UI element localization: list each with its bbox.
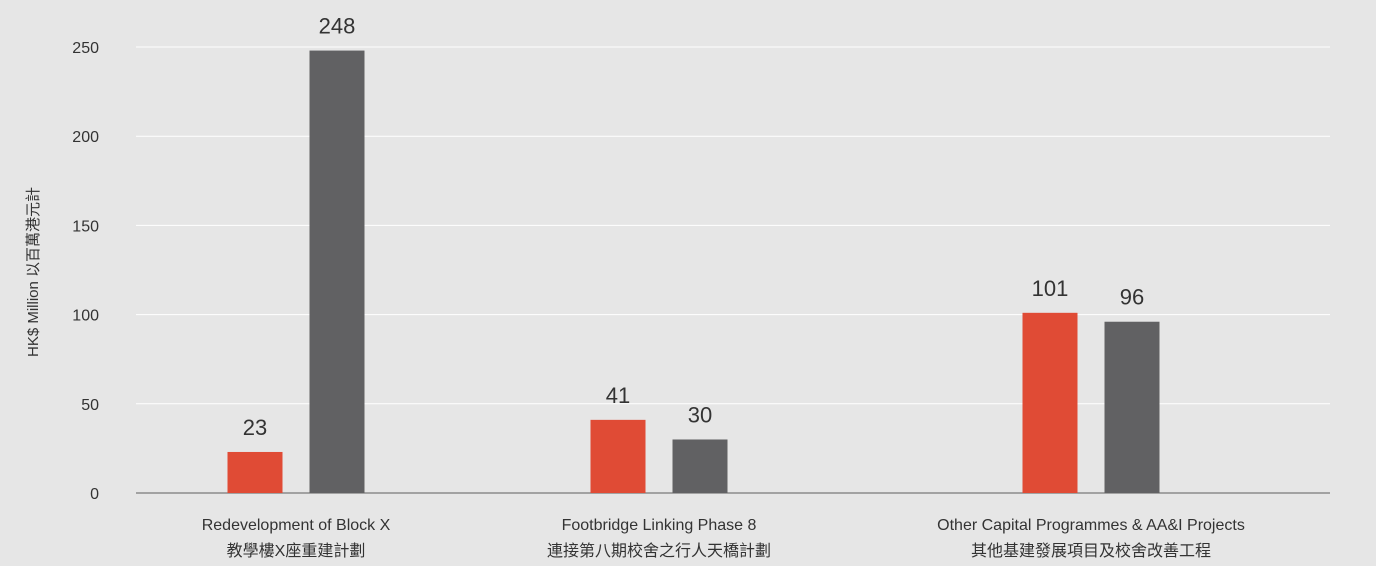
y-tick-label: 150 [72, 218, 99, 235]
bar-value-label: 248 [319, 14, 356, 39]
bars [227, 50, 1160, 494]
bar-value-label: 96 [1120, 285, 1144, 310]
bar-value-label: 30 [688, 402, 712, 427]
bar [309, 50, 365, 494]
x-category-label: Footbridge Linking Phase 8 [562, 517, 757, 534]
x-category-label-zh: 教學樓X座重建計劃 [227, 542, 366, 560]
bar-value-label: 41 [606, 383, 630, 408]
x-category-label-zh: 連接第八期校舍之行人天橋計劃 [547, 542, 771, 560]
bar [590, 419, 646, 493]
x-category-label: Redevelopment of Block X [202, 517, 391, 534]
y-tick-label: 250 [72, 40, 99, 57]
bar [227, 451, 283, 493]
bar-value-label: 23 [243, 415, 267, 440]
data-labels: 23 248 41 30 101 96 [243, 14, 1144, 440]
bar-value-label: 101 [1032, 276, 1069, 301]
y-tick-labels: 0 50 100 150 200 250 [72, 40, 99, 503]
y-tick-label: 100 [72, 308, 99, 325]
y-tick-label: 50 [81, 397, 99, 414]
y-tick-label: 0 [90, 486, 99, 503]
bar [1104, 321, 1160, 493]
x-category-label-zh: 其他基建發展項目及校舍改善工程 [971, 542, 1211, 560]
bar [1022, 312, 1078, 493]
bar [672, 439, 728, 493]
y-axis-label: HK$ Million 以百萬港元計 [25, 187, 42, 357]
x-category-label: Other Capital Programmes & AA&I Projects [937, 517, 1245, 534]
y-tick-label: 200 [72, 129, 99, 146]
x-category-labels: Redevelopment of Block X 教學樓X座重建計劃 Footbri… [202, 517, 1245, 560]
